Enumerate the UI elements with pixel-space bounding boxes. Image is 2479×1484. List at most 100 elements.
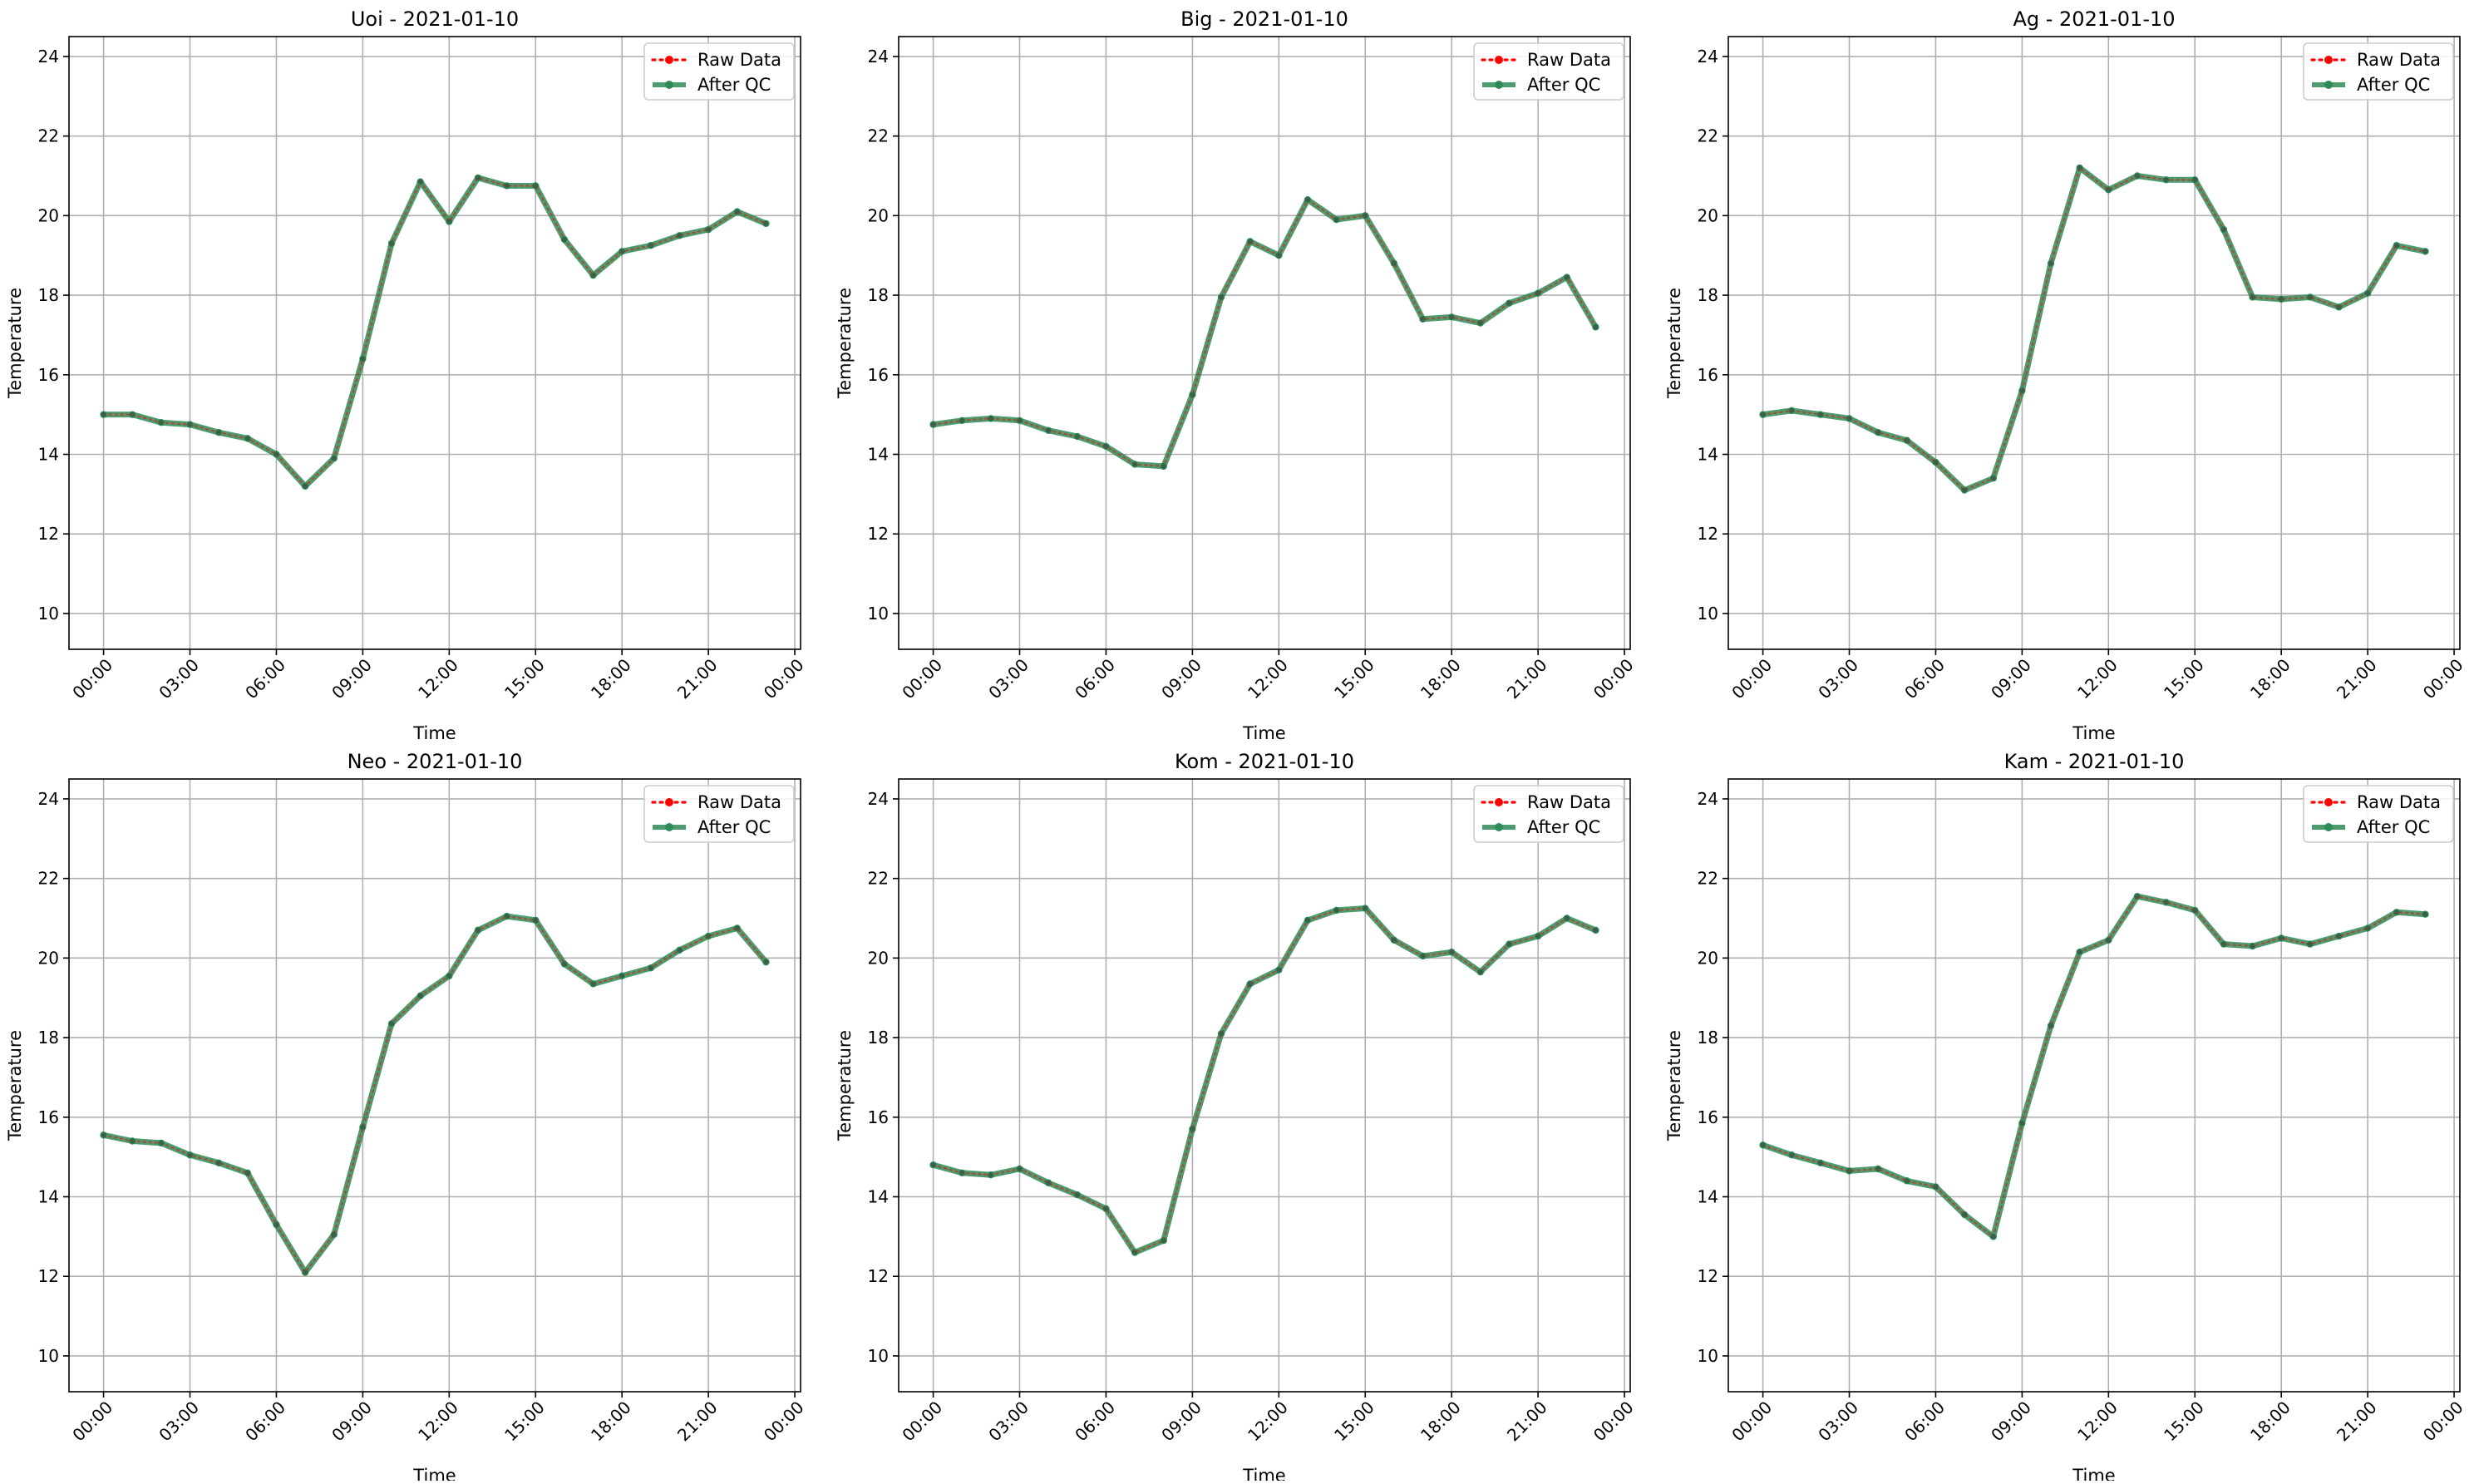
y-tick-label: 12 xyxy=(1698,1266,1718,1286)
data-point-raw-data xyxy=(1046,427,1052,433)
data-point-raw-data xyxy=(1990,476,1996,481)
data-point-raw-data xyxy=(2134,173,2140,179)
data-point-raw-data xyxy=(561,961,567,967)
x-tick-label: 18:00 xyxy=(587,655,635,703)
data-point-raw-data xyxy=(331,1231,337,1237)
series-group xyxy=(1759,892,2429,1240)
data-point-raw-data xyxy=(2134,894,2140,900)
data-point-raw-data xyxy=(1074,433,1080,439)
y-tick-label: 18 xyxy=(868,1028,889,1048)
x-tick-label: 00:00 xyxy=(2419,655,2467,703)
series-line-raw-data xyxy=(932,907,1597,1255)
x-tick-label: 06:00 xyxy=(241,655,289,703)
data-point-raw-data xyxy=(677,233,683,239)
chart-title: Big - 2021-01-10 xyxy=(1180,7,1348,31)
x-tick-label: 12:00 xyxy=(414,655,462,703)
subplot-3: 10 12 14 16 18 20 22 24 00:00 03:00 06:00 09:00 12:0… xyxy=(5,750,808,1484)
y-tick-label: 18 xyxy=(1698,1028,1718,1048)
data-point-raw-data xyxy=(475,927,481,933)
data-point-raw-data xyxy=(1420,953,1426,959)
data-point-raw-data xyxy=(1017,417,1023,423)
y-axis-label: Temperature xyxy=(1664,1030,1684,1141)
series-group xyxy=(100,912,770,1276)
legend-label-after-qc: After QC xyxy=(697,817,771,837)
y-tick-label: 16 xyxy=(868,365,889,385)
series-line-after-qc xyxy=(1760,893,2428,1240)
data-point-raw-data xyxy=(101,1132,106,1138)
x-tick-label: 00:00 xyxy=(898,1398,946,1446)
data-point-raw-data xyxy=(446,219,452,224)
x-axis-label: Time xyxy=(2072,723,2115,743)
legend-marker-raw-data xyxy=(2324,56,2333,64)
series-line-raw-data xyxy=(102,915,767,1274)
x-tick-label: 12:00 xyxy=(1244,1398,1292,1446)
legend-marker-after-qc xyxy=(2324,823,2333,831)
data-point-raw-data xyxy=(930,1162,936,1168)
x-tick-label: 00:00 xyxy=(898,655,946,703)
y-axis-label: Temperature xyxy=(1664,288,1684,399)
y-tick-label: 24 xyxy=(868,789,889,809)
data-point-raw-data xyxy=(389,240,395,246)
y-tick-label: 18 xyxy=(868,285,889,305)
x-tick-label: 00:00 xyxy=(1589,1398,1638,1446)
legend-label-raw-data: Raw Data xyxy=(2357,50,2441,70)
x-tick-label: 18:00 xyxy=(2246,1398,2294,1446)
data-point-raw-data xyxy=(533,183,539,189)
subplot-0: 10 12 14 16 18 20 22 24 00:00 03:00 06:00 09:00 12:0… xyxy=(5,7,808,743)
data-point-raw-data xyxy=(1875,430,1881,436)
legend: Raw Data After QC xyxy=(643,42,795,101)
data-point-raw-data xyxy=(216,1160,222,1166)
x-tick-label: 21:00 xyxy=(673,1398,722,1446)
y-tick-label: 10 xyxy=(868,1346,889,1366)
data-point-raw-data xyxy=(1103,1205,1109,1211)
data-point-raw-data xyxy=(2365,925,2371,931)
x-tick-label: 18:00 xyxy=(1417,655,1465,703)
y-tick-label: 24 xyxy=(1698,47,1718,67)
x-tick-label: 12:00 xyxy=(2073,1398,2122,1446)
legend-marker-after-qc xyxy=(665,81,673,89)
y-tick-label: 12 xyxy=(868,1266,889,1286)
y-tick-label: 10 xyxy=(38,1346,59,1366)
data-point-raw-data xyxy=(475,175,481,180)
legend: Raw Data After QC xyxy=(643,785,795,843)
data-point-raw-data xyxy=(648,243,653,249)
series-line-raw-data xyxy=(102,176,767,488)
data-point-raw-data xyxy=(930,422,936,427)
data-point-raw-data xyxy=(101,412,106,417)
data-point-raw-data xyxy=(1391,937,1397,943)
data-point-raw-data xyxy=(590,981,596,987)
data-point-raw-data xyxy=(1074,1192,1080,1198)
y-tick-label: 24 xyxy=(38,47,59,67)
y-tick-label: 14 xyxy=(868,445,889,465)
y-tick-label: 20 xyxy=(1698,948,1718,968)
legend-marker-raw-data xyxy=(1495,798,1503,806)
legend-marker-after-qc xyxy=(1495,823,1503,831)
data-point-raw-data xyxy=(2048,260,2054,266)
data-point-raw-data xyxy=(2019,1120,2025,1126)
x-tick-label: 12:00 xyxy=(414,1398,462,1446)
data-point-raw-data xyxy=(1477,969,1483,975)
subplot-1: 10 12 14 16 18 20 22 24 00:00 03:00 06:00 09:00 12:0… xyxy=(835,7,1638,743)
data-point-raw-data xyxy=(1817,1160,1823,1166)
y-axis-label: Temperature xyxy=(835,1030,855,1141)
y-tick-label: 22 xyxy=(38,869,59,889)
chart-title: Kam - 2021-01-10 xyxy=(2004,750,2185,773)
plot-frame xyxy=(68,778,801,1393)
x-tick-label: 15:00 xyxy=(1330,655,1378,703)
data-point-raw-data xyxy=(2019,387,2025,393)
data-point-raw-data xyxy=(1962,487,1968,493)
legend-label-after-qc: After QC xyxy=(2357,817,2430,837)
y-tick-label: 22 xyxy=(868,126,889,146)
y-axis-label: Temperature xyxy=(5,1030,25,1141)
y-tick-label: 10 xyxy=(868,604,889,624)
x-tick-label: 03:00 xyxy=(1814,1398,1862,1446)
data-point-raw-data xyxy=(1363,905,1368,911)
y-tick-label: 20 xyxy=(868,205,889,225)
x-tick-label: 15:00 xyxy=(2160,1398,2208,1446)
data-point-raw-data xyxy=(504,914,510,919)
data-point-raw-data xyxy=(1132,461,1138,467)
x-tick-label: 15:00 xyxy=(500,1398,549,1446)
chart-title: Uoi - 2021-01-10 xyxy=(351,7,519,31)
data-point-raw-data xyxy=(1962,1212,1968,1218)
